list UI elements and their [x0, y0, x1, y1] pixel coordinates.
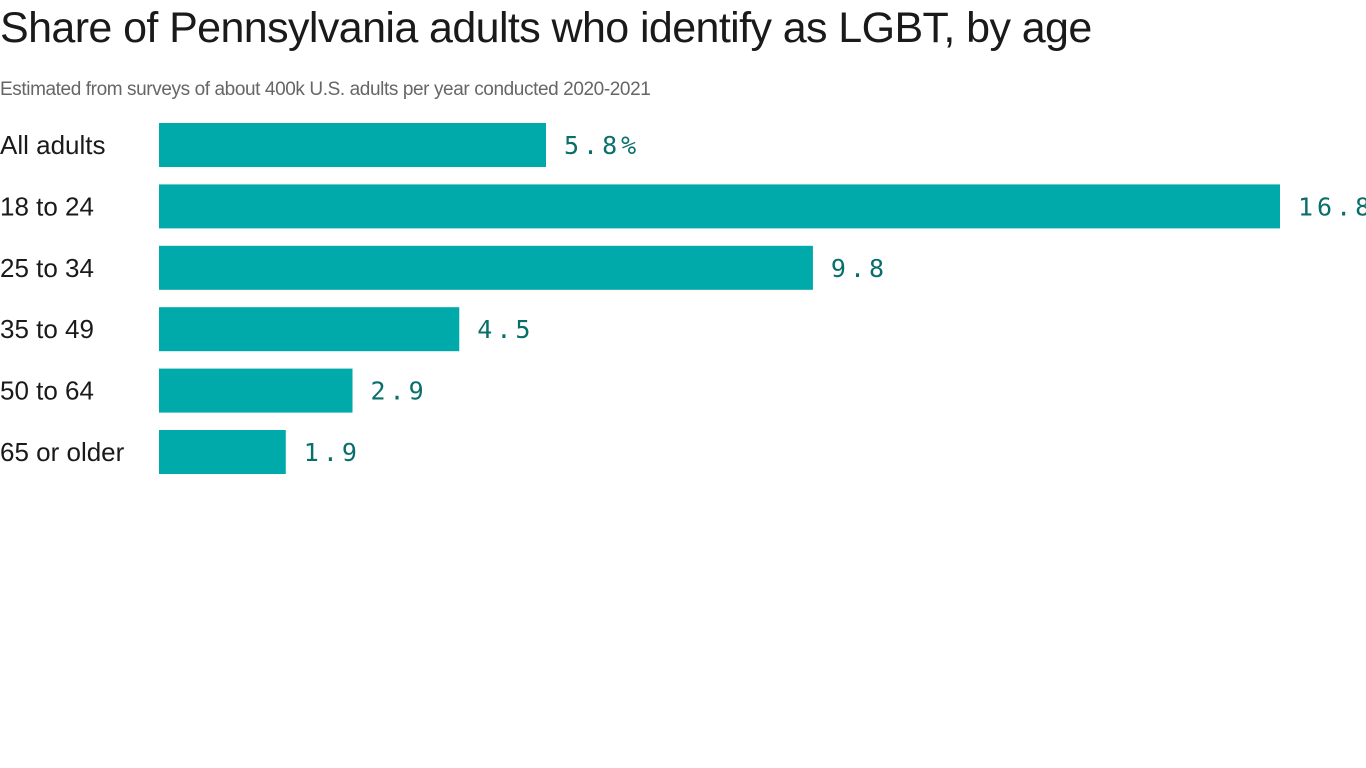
data-label: 16.8: [1298, 192, 1366, 221]
data-label: 5.8%: [564, 131, 640, 160]
category-label: 18 to 24: [0, 191, 94, 221]
data-label: 9.8: [831, 254, 888, 283]
category-label: All adults: [0, 130, 106, 160]
bar: [159, 368, 353, 413]
chart-title: Share of Pennsylvania adults who identif…: [0, 4, 1092, 52]
category-label: 65 or older: [0, 437, 125, 467]
bar: [159, 430, 286, 474]
data-label: 4.5: [477, 315, 534, 344]
data-label: 2.9: [371, 377, 428, 406]
category-label: 25 to 34: [0, 253, 94, 283]
data-label: 1.9: [304, 438, 361, 467]
category-label: 50 to 64: [0, 376, 94, 406]
bar: [159, 245, 813, 290]
category-label: 35 to 49: [0, 314, 94, 344]
bar: [159, 184, 1280, 229]
bar: [159, 123, 547, 167]
chart-subtitle: Estimated from surveys of about 400k U.S…: [0, 79, 651, 100]
bar: [159, 307, 460, 352]
